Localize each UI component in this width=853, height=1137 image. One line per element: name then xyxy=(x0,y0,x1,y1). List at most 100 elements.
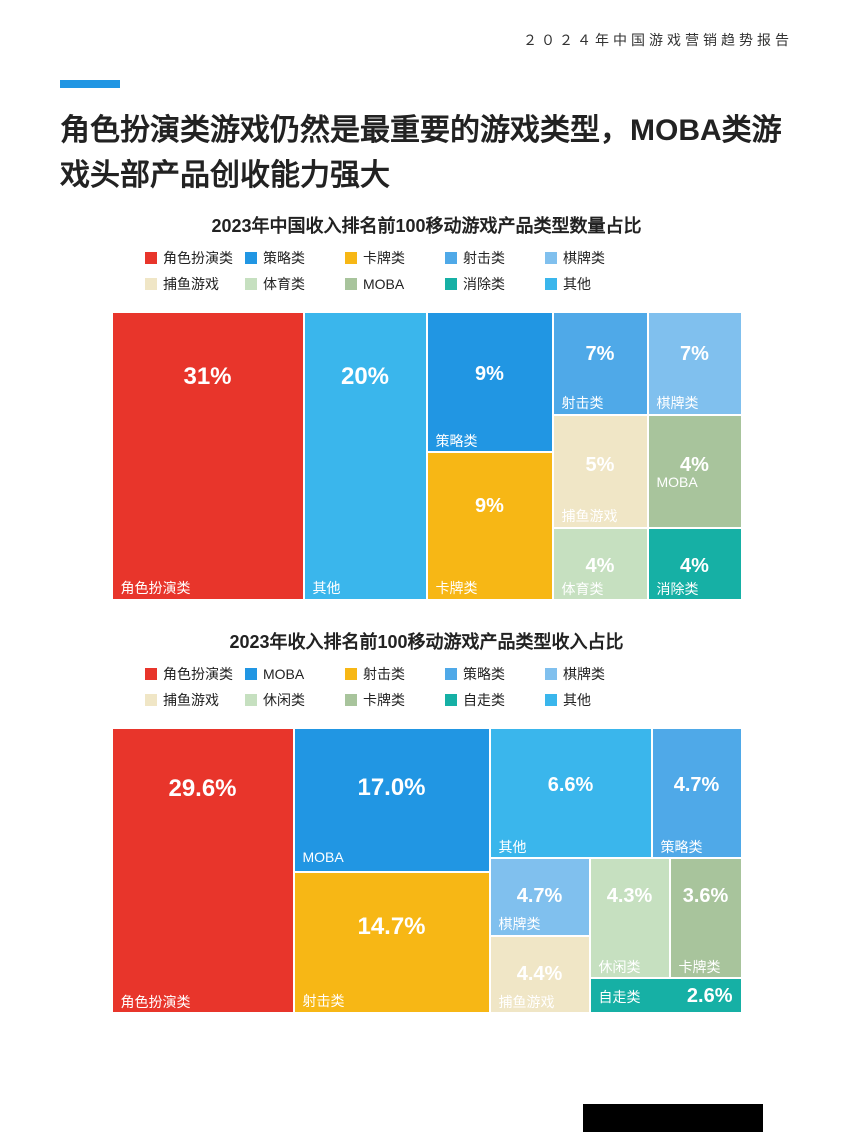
legend-swatch xyxy=(445,694,457,706)
legend-swatch xyxy=(245,694,257,706)
legend-label: 策略类 xyxy=(263,248,305,268)
legend-swatch xyxy=(245,252,257,264)
treemap-cell: 6.6%其他 xyxy=(490,728,652,858)
legend-swatch xyxy=(545,278,557,290)
legend-label: 休闲类 xyxy=(263,690,305,710)
legend-label: 角色扮演类 xyxy=(163,664,233,684)
cell-percent: 9% xyxy=(475,363,504,386)
cell-label: 棋牌类 xyxy=(657,393,699,413)
treemap-cell: 9% 策略类 xyxy=(427,312,553,452)
treemap-cell: 7%棋牌类 xyxy=(648,312,742,415)
cell-label: 角色扮演类 xyxy=(121,992,191,1012)
cell-label: 策略类 xyxy=(436,431,478,451)
legend-swatch xyxy=(145,278,157,290)
legend-item: 射击类 xyxy=(445,248,545,268)
treemap-cell: 4.7%策略类 xyxy=(652,728,742,858)
cell-percent: 7% xyxy=(586,343,615,366)
treemap-cell: 4.7% 棋牌类 xyxy=(490,858,590,936)
legend-label: 捕鱼游戏 xyxy=(163,690,219,710)
legend-label: 其他 xyxy=(563,274,591,294)
legend-item: 自走类 xyxy=(445,690,545,710)
cell-label: MOBA xyxy=(657,474,698,490)
cell-label: 卡牌类 xyxy=(436,578,478,598)
cell-percent: 29.6% xyxy=(168,775,236,803)
legend-label: MOBA xyxy=(363,276,404,292)
treemap-cell: 4%MOBA xyxy=(648,415,742,528)
cell-percent: 17.0% xyxy=(357,774,425,802)
legend-swatch xyxy=(445,252,457,264)
treemap-cell: 7% 射击类 xyxy=(553,312,648,415)
legend-label: 自走类 xyxy=(463,690,505,710)
legend-label: 卡牌类 xyxy=(363,690,405,710)
cell-label: 休闲类 xyxy=(599,957,641,977)
legend-item: 角色扮演类 xyxy=(145,664,245,684)
cell-percent: 3.6% xyxy=(683,885,729,908)
cell-percent: 4.7% xyxy=(674,774,720,797)
chart1-legend: 角色扮演类策略类卡牌类射击类棋牌类捕鱼游戏体育类MOBA消除类其他 xyxy=(105,248,748,300)
legend-swatch xyxy=(145,252,157,264)
legend-item: 捕鱼游戏 xyxy=(145,690,245,710)
treemap-cell: 4%体育类 xyxy=(553,528,648,600)
legend-item: 捕鱼游戏 xyxy=(145,274,245,294)
chart1-treemap: 31%角色扮演类20%其他9%策略类9%卡牌类7%射击类7%棋牌类5%捕鱼游戏4… xyxy=(112,312,742,600)
legend-label: 捕鱼游戏 xyxy=(163,274,219,294)
cell-label: 射击类 xyxy=(562,393,604,413)
treemap-cell: 4.4%捕鱼游戏 xyxy=(490,936,590,1013)
cell-percent: 4% xyxy=(586,555,615,578)
chart2-treemap: 29.6%角色扮演类17.0%MOBA14.7%射击类6.6%其他4.7%策略类… xyxy=(112,728,742,1013)
treemap-cell: 20%其他 xyxy=(304,312,427,600)
cell-label: 消除类 xyxy=(657,579,699,599)
accent-bar xyxy=(60,80,120,88)
cell-label: 角色扮演类 xyxy=(121,578,191,598)
cell-percent: 4.7% xyxy=(517,885,563,908)
cell-label: 其他 xyxy=(313,578,341,598)
legend-swatch xyxy=(345,278,357,290)
legend-item: 棋牌类 xyxy=(545,248,645,268)
cell-percent: 5% xyxy=(586,454,615,477)
treemap-cell: 2.6%自走类 xyxy=(590,978,742,1013)
legend-swatch xyxy=(545,252,557,264)
legend-item: 棋牌类 xyxy=(545,664,645,684)
legend-label: 射击类 xyxy=(363,664,405,684)
treemap-cell: 4.3% 休闲类 xyxy=(590,858,670,978)
cell-label: 捕鱼游戏 xyxy=(562,506,618,526)
cell-label: 捕鱼游戏 xyxy=(499,992,555,1012)
cell-percent: 14.7% xyxy=(357,913,425,941)
legend-swatch xyxy=(245,668,257,680)
legend-item: 策略类 xyxy=(245,248,345,268)
legend-item: MOBA xyxy=(245,664,345,684)
treemap-cell: 9%卡牌类 xyxy=(427,452,553,600)
legend-label: 体育类 xyxy=(263,274,305,294)
legend-item: 策略类 xyxy=(445,664,545,684)
legend-swatch xyxy=(145,694,157,706)
legend-item: 角色扮演类 xyxy=(145,248,245,268)
cell-label: 棋牌类 xyxy=(499,914,541,934)
treemap-cell: 29.6% 角色扮演类 xyxy=(112,728,294,1013)
treemap-cell: 3.6% 卡牌类 xyxy=(670,858,742,978)
cell-label: MOBA xyxy=(303,849,344,865)
treemap-cell: 5% 捕鱼游戏 xyxy=(553,415,648,528)
legend-label: 射击类 xyxy=(463,248,505,268)
cell-percent: 4.3% xyxy=(607,885,653,908)
legend-label: 角色扮演类 xyxy=(163,248,233,268)
cell-percent: 4% xyxy=(680,555,709,578)
legend-item: 其他 xyxy=(545,274,645,294)
treemap-cell: 31% 角色扮演类 xyxy=(112,312,304,600)
legend-swatch xyxy=(445,278,457,290)
chart2-title: 2023年收入排名前100移动游戏产品类型收入占比 xyxy=(105,628,748,654)
footer-block xyxy=(583,1104,763,1132)
cell-label: 卡牌类 xyxy=(679,957,721,977)
legend-item: MOBA xyxy=(345,274,445,294)
treemap-cell: 17.0% MOBA xyxy=(294,728,490,872)
legend-item: 其他 xyxy=(545,690,645,710)
treemap-cell: 4%消除类 xyxy=(648,528,742,600)
legend-item: 射击类 xyxy=(345,664,445,684)
cell-percent: 31% xyxy=(183,363,231,391)
legend-swatch xyxy=(245,278,257,290)
report-header: ２０２４年中国游戏营销趋势报告 xyxy=(523,30,793,50)
chart1-title: 2023年中国收入排名前100移动游戏产品类型数量占比 xyxy=(105,212,748,238)
chart2-legend: 角色扮演类 MOBA 射击类 策略类 棋牌类捕鱼游戏 休闲类 卡牌类 自走类 其他 xyxy=(105,664,748,716)
legend-item: 休闲类 xyxy=(245,690,345,710)
legend-label: 策略类 xyxy=(463,664,505,684)
legend-label: 其他 xyxy=(563,690,591,710)
